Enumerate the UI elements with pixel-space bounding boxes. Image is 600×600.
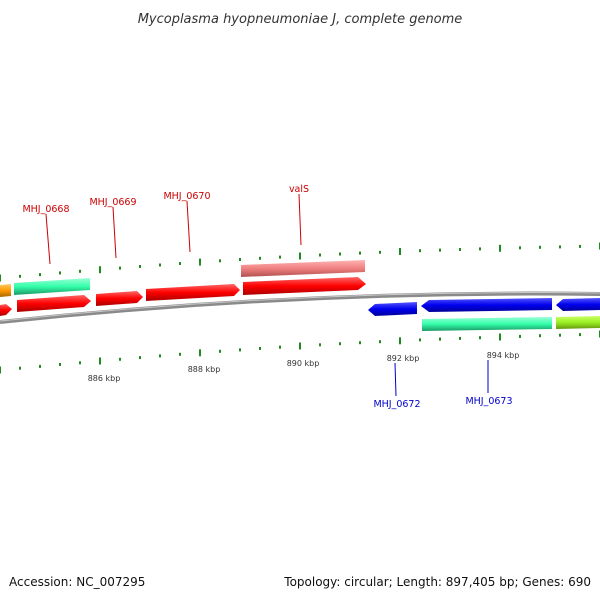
genome-summary: Topology: circular; Length: 897,405 bp; … — [283, 575, 591, 589]
feature-row-outer — [0, 260, 365, 297]
kbp-label-886: 886 kbp — [88, 374, 121, 383]
tick-row-outer — [0, 242, 600, 282]
position-scale: 886 kbp 888 kbp 890 kbp 892 kbp 894 kbp — [88, 351, 520, 383]
kbp-label-890: 890 kbp — [287, 359, 320, 368]
cds-forward-mhj-0670 — [146, 284, 240, 301]
leader-line-mhj-0668 — [45, 213, 51, 265]
genome-backbone — [0, 291, 600, 324]
tick-row-inner — [0, 330, 600, 374]
feature-row-inner — [422, 316, 600, 331]
feature-teal-1 — [14, 278, 90, 295]
gene-label-vals: valS — [289, 184, 309, 195]
kbp-label-888: 888 kbp — [188, 365, 221, 374]
map-title: Mycoplasma hyopneumoniae J, complete gen… — [138, 12, 463, 27]
kbp-label-894: 894 kbp — [487, 351, 520, 360]
gene-label-mhj-0668: MHJ_0668 — [22, 204, 69, 215]
leader-line-mhj-0669 — [112, 206, 117, 259]
accession-label: Accession: NC_007295 — [9, 575, 145, 589]
gene-label-mhj-0673: MHJ_0673 — [465, 396, 512, 407]
kbp-label-892: 892 kbp — [387, 354, 420, 363]
cds-reverse-mhj-0673 — [421, 298, 552, 312]
feature-orange-partial — [0, 284, 11, 297]
reverse-gene-labels: MHJ_0672 MHJ_0673 — [373, 360, 513, 410]
feature-row-forward — [0, 277, 366, 316]
gene-label-mhj-0670: MHJ_0670 — [163, 191, 210, 202]
cds-forward-vals — [243, 277, 366, 295]
cds-reverse-partial — [556, 298, 600, 311]
cds-forward-mhj-0669 — [96, 291, 143, 306]
gene-label-mhj-0669: MHJ_0669 — [89, 197, 136, 208]
leader-line-vals — [298, 193, 302, 246]
leader-line-mhj-0672 — [394, 362, 397, 397]
feature-row-reverse — [368, 298, 600, 316]
feature-rna-vals — [241, 260, 365, 277]
gene-label-mhj-0672: MHJ_0672 — [373, 399, 420, 410]
feature-lime-partial — [556, 316, 600, 329]
feature-teal-2 — [422, 317, 552, 331]
genome-backbone-highlight — [0, 292, 600, 322]
cds-reverse-mhj-0672 — [368, 302, 417, 316]
cds-forward-partial — [0, 304, 12, 316]
leader-line-mhj-0670 — [186, 200, 191, 253]
cds-forward-mhj-0668 — [17, 295, 91, 312]
forward-gene-labels: MHJ_0668 MHJ_0669 MHJ_0670 valS — [22, 184, 309, 265]
